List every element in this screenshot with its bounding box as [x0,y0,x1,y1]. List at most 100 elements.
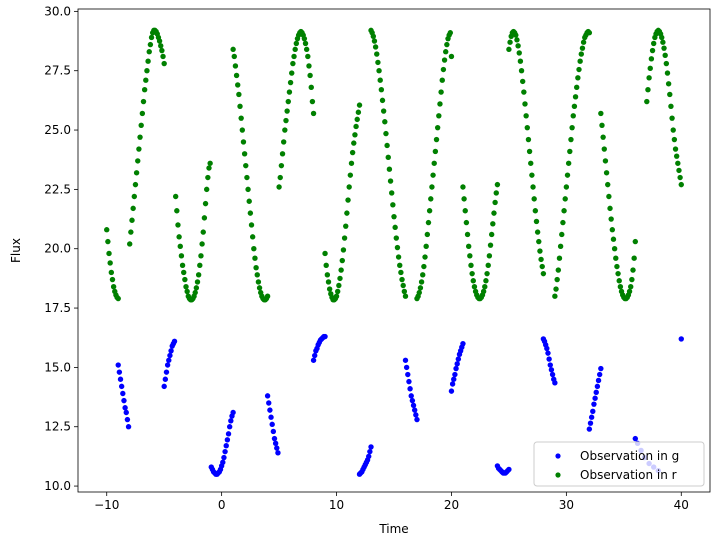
data-point [121,397,127,404]
data-point [338,267,344,273]
data-point [104,227,110,233]
data-point [167,352,173,359]
data-point [471,283,478,290]
data-point [147,41,154,48]
data-point [519,78,526,85]
data-point [125,424,132,430]
data-point [534,229,541,235]
data-point [174,208,180,214]
data-point [346,184,352,190]
data-point [393,235,399,241]
data-point [664,70,671,76]
data-point [158,43,164,49]
data-point [536,238,542,245]
data-point [611,246,618,252]
data-point [115,295,121,302]
data-point [136,146,142,152]
data-point [367,448,373,455]
data-point [469,270,475,277]
data-point [430,172,436,178]
data-point [245,186,251,193]
data-point [230,409,236,416]
data-point [607,205,613,212]
data-point [452,371,458,378]
data-point [145,58,151,64]
data-point [413,412,419,418]
data-point [161,383,167,390]
data-point [492,199,498,206]
data-point [269,421,275,428]
data-point [241,151,248,157]
data-point [312,352,318,359]
data-point [571,103,578,110]
data-point [348,160,355,166]
data-point [116,369,123,375]
data-point [423,243,429,250]
data-point [490,221,496,227]
data-point [122,405,128,411]
data-point [424,231,431,238]
data-point [515,43,521,49]
data-point [659,34,665,41]
data-point [277,174,283,181]
data-point [322,250,328,257]
data-point [291,53,297,60]
data-point [429,184,435,190]
data-point [599,122,605,128]
data-point [486,253,493,259]
data-point [231,53,237,60]
data-point [356,102,363,108]
data-point [506,466,512,473]
data-point [470,278,476,284]
data-point [308,84,314,91]
data-point [449,381,456,387]
data-point [279,151,286,157]
data-point [336,282,342,289]
data-point [237,103,243,110]
data-point [565,160,572,166]
data-point [236,91,242,98]
data-point [414,416,420,423]
data-point [287,79,294,86]
data-point [108,269,115,276]
data-point [631,255,637,261]
data-point [428,196,434,202]
data-point [351,140,357,146]
data-point [232,63,239,69]
data-point [593,389,599,396]
data-point [572,94,579,100]
data-point [650,40,657,47]
data-point [531,196,537,202]
data-point [366,453,372,460]
data-point [289,70,295,76]
data-point [353,123,359,130]
data-point [444,41,450,48]
data-point [293,40,300,47]
x-tick-label: 20 [444,498,459,512]
data-point [275,450,281,456]
data-point [455,356,462,362]
data-point [146,49,152,55]
y-tick-label: 15.0 [44,360,71,374]
data-point [434,124,441,131]
data-point [276,184,282,190]
data-point [552,293,558,299]
data-point [140,98,147,105]
data-point [156,38,163,44]
data-point [586,30,593,36]
data-point [649,47,656,54]
data-point [405,371,411,378]
data-point [398,269,404,276]
data-point [254,272,260,278]
data-point [195,272,202,278]
data-point [564,172,571,178]
data-point [324,272,331,278]
data-point [162,376,169,382]
data-point [530,184,536,190]
legend-marker-r [555,472,561,478]
data-point [561,208,567,214]
data-point [345,197,351,203]
data-point [422,254,428,260]
data-point [431,160,437,166]
